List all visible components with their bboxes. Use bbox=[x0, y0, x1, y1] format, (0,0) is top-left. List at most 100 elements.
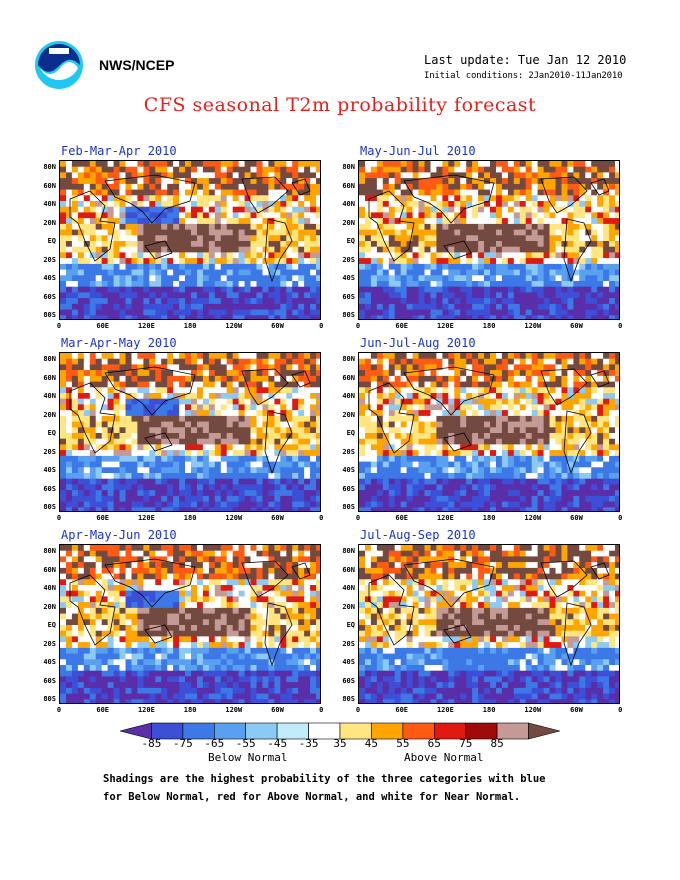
initial-conditions: Initial conditions: 2Jan2010-11Jan2010 bbox=[424, 71, 623, 81]
colorbar-tick-label: 85 bbox=[490, 737, 504, 750]
lat-tick-label: 80S bbox=[43, 695, 56, 703]
lat-tick-label: 60N bbox=[342, 373, 355, 382]
lat-tick-label: 80N bbox=[342, 547, 355, 555]
lon-tick-label: 0 bbox=[618, 322, 623, 330]
lon-tick-label: 120E bbox=[436, 322, 454, 330]
probability-map bbox=[358, 352, 620, 512]
lon-tick-label: 60E bbox=[96, 322, 110, 330]
lat-tick-label: 40N bbox=[342, 392, 355, 400]
lat-tick-label: 60N bbox=[342, 565, 355, 574]
lat-tick-label: 80N bbox=[342, 163, 355, 171]
lat-tick-label: 20N bbox=[43, 602, 56, 611]
panel-title: Apr-May-Jun 2010 bbox=[61, 528, 177, 542]
lon-tick-label: 0 bbox=[319, 514, 324, 522]
lon-tick-label: 120E bbox=[436, 706, 454, 714]
lat-tick-label: 60N bbox=[342, 181, 355, 190]
lat-tick-label: 60S bbox=[43, 484, 56, 493]
lon-tick-label: 0 bbox=[319, 706, 324, 714]
lat-tick-label: 60S bbox=[342, 676, 355, 685]
lon-tick-label: 180 bbox=[183, 322, 197, 330]
below-normal-label: Below Normal bbox=[208, 751, 288, 764]
lat-tick-label: 40N bbox=[43, 584, 56, 592]
lat-tick-label: 20S bbox=[342, 639, 355, 648]
lon-tick-label: 60W bbox=[271, 706, 284, 714]
lat-tick-label: 60N bbox=[43, 565, 56, 574]
lon-tick-label: 120W bbox=[524, 514, 542, 522]
lon-tick-label: 180 bbox=[183, 514, 197, 522]
lat-tick-label: 80N bbox=[43, 355, 56, 363]
lon-tick-label: 60W bbox=[271, 322, 284, 330]
lon-tick-label: 180 bbox=[482, 514, 496, 522]
probability-map bbox=[358, 544, 620, 704]
lat-tick-label: 20S bbox=[43, 255, 56, 264]
colorbar bbox=[119, 722, 561, 744]
lat-tick-label: EQ bbox=[346, 621, 355, 629]
lon-tick-label: 0 bbox=[319, 322, 324, 330]
lon-tick-label: 120W bbox=[225, 514, 243, 522]
lat-tick-label: 40N bbox=[43, 392, 56, 400]
footnote-line: for Below Normal, red for Above Normal, … bbox=[103, 791, 521, 803]
colorbar-tick-label: 35 bbox=[333, 737, 347, 750]
panel-title: May-Jun-Jul 2010 bbox=[360, 144, 476, 158]
probability-map bbox=[59, 544, 321, 704]
lon-tick-label: 0 bbox=[56, 514, 62, 522]
lon-tick-label: 180 bbox=[482, 706, 496, 714]
lat-tick-label: EQ bbox=[346, 237, 355, 245]
lat-tick-label: 80S bbox=[342, 311, 355, 319]
lon-tick-label: 0 bbox=[355, 514, 361, 522]
lat-tick-label: 20S bbox=[342, 255, 355, 264]
lat-tick-label: 80S bbox=[43, 311, 56, 319]
lon-tick-label: 120W bbox=[524, 706, 542, 714]
lon-tick-label: 120E bbox=[137, 706, 155, 714]
above-normal-label: Above Normal bbox=[404, 751, 484, 764]
lon-tick-label: 60E bbox=[395, 322, 409, 330]
lon-tick-label: 60E bbox=[395, 514, 409, 522]
colorbar-tick-label: 45 bbox=[364, 737, 379, 750]
last-update: Last update: Tue Jan 12 2010 bbox=[424, 53, 627, 67]
lon-tick-label: 60E bbox=[395, 706, 409, 714]
lat-tick-label: 20S bbox=[43, 639, 56, 648]
lat-tick-label: 80S bbox=[43, 503, 56, 511]
page-title: CFS seasonal T2m probability forecast bbox=[143, 94, 537, 116]
colorbar-segment bbox=[528, 722, 561, 740]
lat-tick-label: 20S bbox=[43, 447, 56, 456]
lat-tick-label: EQ bbox=[47, 429, 56, 437]
lat-tick-label: 20N bbox=[43, 218, 56, 227]
colorbar-tick-label: 55 bbox=[396, 737, 410, 750]
probability-map bbox=[59, 352, 321, 512]
lon-tick-label: 0 bbox=[355, 322, 361, 330]
lon-tick-label: 0 bbox=[56, 322, 62, 330]
lat-tick-label: 20N bbox=[342, 410, 355, 419]
lon-tick-label: 120W bbox=[225, 322, 243, 330]
lon-tick-label: 120E bbox=[436, 514, 454, 522]
panel-title: Jun-Jul-Aug 2010 bbox=[360, 336, 476, 350]
panel-title: Jul-Aug-Sep 2010 bbox=[360, 528, 476, 542]
lat-tick-label: 20N bbox=[43, 410, 56, 419]
lat-tick-label: 60N bbox=[43, 373, 56, 382]
lat-tick-label: 20N bbox=[342, 218, 355, 227]
lon-tick-label: 60W bbox=[570, 322, 583, 330]
lat-tick-label: 80N bbox=[342, 355, 355, 363]
colorbar-tick-label: 75 bbox=[459, 737, 473, 750]
lat-tick-label: 60S bbox=[342, 292, 355, 301]
lon-tick-label: 180 bbox=[482, 322, 496, 330]
colorbar-tick-label: -55 bbox=[235, 737, 256, 750]
lat-tick-label: 60N bbox=[43, 181, 56, 190]
probability-map bbox=[358, 160, 620, 320]
lat-tick-label: 60S bbox=[43, 676, 56, 685]
lon-tick-label: 120W bbox=[225, 706, 243, 714]
lat-tick-label: 40S bbox=[342, 274, 355, 282]
org-name: NWS/NCEP bbox=[99, 57, 175, 73]
lat-tick-label: 20N bbox=[342, 602, 355, 611]
lat-tick-label: 40S bbox=[43, 274, 56, 282]
lat-tick-label: 40S bbox=[43, 466, 56, 474]
noaa-logo bbox=[34, 40, 84, 90]
lat-tick-label: 80S bbox=[342, 503, 355, 511]
colorbar-tick-label: -65 bbox=[204, 737, 225, 750]
lat-tick-label: 40S bbox=[342, 658, 355, 666]
panel-title: Mar-Apr-May 2010 bbox=[61, 336, 177, 350]
lat-tick-label: 40S bbox=[43, 658, 56, 666]
lon-tick-label: 0 bbox=[355, 706, 361, 714]
lat-tick-label: 40N bbox=[342, 584, 355, 592]
lon-tick-label: 0 bbox=[618, 514, 623, 522]
